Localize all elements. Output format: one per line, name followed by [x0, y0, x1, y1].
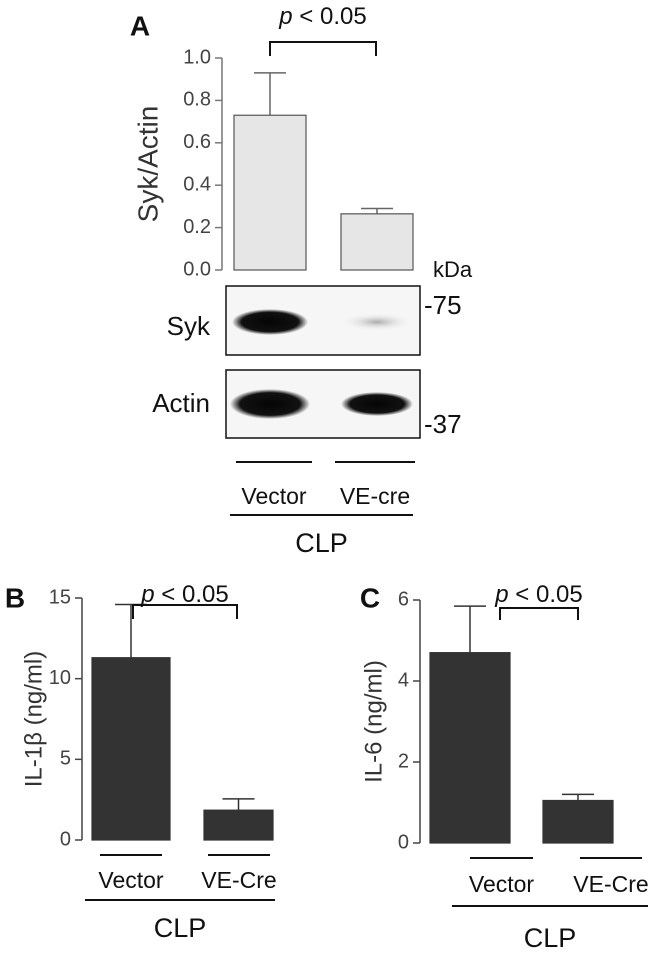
- x-tick-label: VE-cre: [340, 483, 410, 509]
- y-tick-label: 0.0: [183, 258, 211, 280]
- blot-band: [230, 389, 310, 419]
- panel-label: A: [130, 10, 150, 41]
- x-tick-label: Vector: [98, 867, 164, 893]
- group-label: CLP: [154, 913, 207, 943]
- bar: [542, 799, 614, 844]
- significance-annotation: p < 0.05: [494, 581, 582, 608]
- y-tick-label: 4: [398, 669, 409, 691]
- bar: [233, 114, 307, 271]
- y-axis-label: IL-6 (ng/ml): [360, 660, 387, 783]
- blot-unit: kDa: [433, 257, 473, 282]
- group-label: CLP: [295, 528, 348, 558]
- blot-band: [341, 313, 413, 331]
- y-tick-label: 1.0: [183, 46, 211, 68]
- mw-marker: -37: [424, 409, 462, 439]
- panel-label: B: [5, 582, 25, 613]
- y-tick-label: 0.6: [183, 131, 211, 153]
- y-tick-label: 5: [60, 748, 71, 770]
- y-axis-label: Syk/Actin: [132, 106, 163, 223]
- blot-row-label: Actin: [152, 388, 210, 418]
- y-tick-label: 0.4: [183, 173, 211, 195]
- y-tick-label: 10: [49, 667, 71, 689]
- significance-bracket: [499, 607, 579, 620]
- y-tick-label: 0.2: [183, 216, 211, 238]
- panel-label: C: [360, 582, 380, 613]
- y-tick-label: 15: [49, 586, 71, 608]
- x-tick-label: Vector: [469, 871, 535, 897]
- blot-band: [341, 392, 413, 416]
- bar: [340, 213, 414, 271]
- y-tick-label: 0.8: [183, 89, 211, 111]
- significance-bracket: [269, 41, 377, 56]
- y-tick-label: 0: [60, 828, 71, 850]
- y-tick-label: 2: [398, 750, 409, 772]
- bar: [203, 809, 274, 841]
- significance-annotation: p < 0.05: [140, 581, 228, 608]
- x-tick-label: Vector: [241, 483, 307, 509]
- y-tick-label: 0: [398, 831, 409, 853]
- x-tick-label: VE-Cre: [201, 867, 276, 893]
- y-tick-label: 6: [398, 588, 409, 610]
- blot-row-label: Syk: [167, 311, 211, 341]
- western-blot: kDa Syk Actin -75 -37: [152, 257, 473, 439]
- significance-annotation: p < 0.05: [278, 3, 366, 30]
- x-tick-label: VE-Cre: [573, 871, 648, 897]
- blot-band: [232, 309, 308, 335]
- y-axis-label: IL-1β (ng/ml): [20, 651, 47, 788]
- bar: [91, 657, 171, 841]
- group-label: CLP: [524, 923, 577, 953]
- significance-bracket: [132, 604, 238, 619]
- mw-marker: -75: [424, 290, 462, 320]
- bar: [429, 652, 511, 844]
